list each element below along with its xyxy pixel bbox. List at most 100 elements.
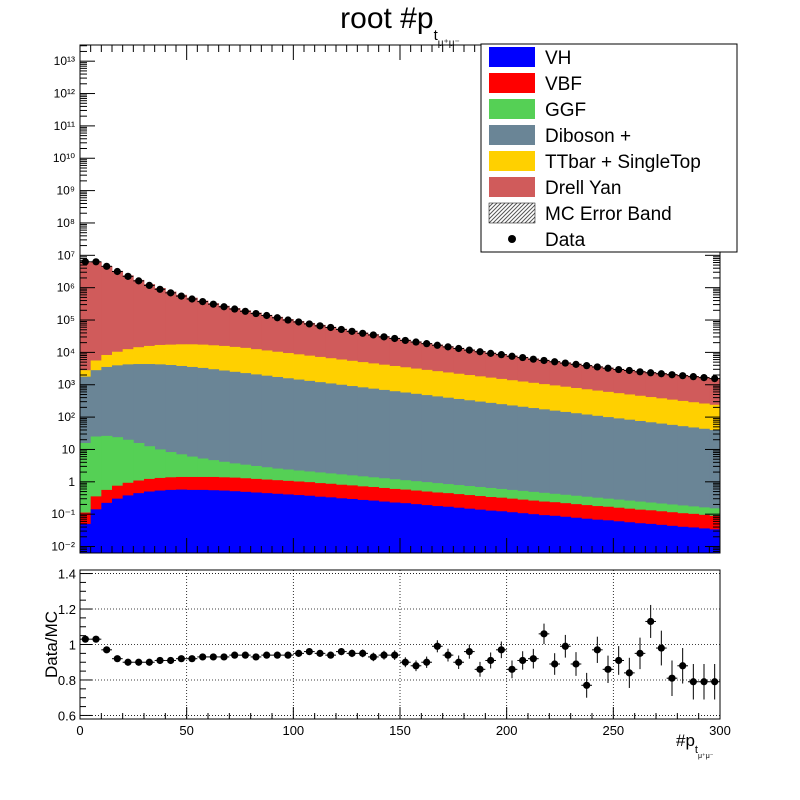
ratio-point xyxy=(316,649,324,657)
ratio-point xyxy=(241,651,249,659)
legend-swatch-vbf xyxy=(489,73,535,93)
data-point xyxy=(337,325,345,334)
data-point xyxy=(231,305,239,313)
bar-diboson xyxy=(560,411,572,553)
bar-diboson xyxy=(538,409,550,553)
bar-diboson xyxy=(272,376,284,553)
bar-vh xyxy=(570,517,582,553)
bar-vh xyxy=(634,523,646,553)
bar-vh xyxy=(186,489,198,553)
data-point xyxy=(305,320,313,328)
bar-vh xyxy=(144,491,156,553)
legend-label-mcerr: MC Error Band xyxy=(545,204,672,225)
stack-layers xyxy=(80,261,720,553)
data-point xyxy=(209,300,217,308)
y-tick-label: 10⁻² xyxy=(51,540,75,554)
bar-vh xyxy=(293,495,305,553)
bar-vh xyxy=(613,521,625,553)
ratio-point xyxy=(657,644,665,652)
data-point xyxy=(188,295,196,303)
bar-vh xyxy=(549,515,561,553)
data-point xyxy=(241,307,249,315)
data-point xyxy=(391,334,399,343)
ratio-point xyxy=(455,658,463,666)
data-point xyxy=(465,346,473,354)
ratio-point xyxy=(220,653,228,661)
ratio-y-tick-label: 1.4 xyxy=(58,567,76,582)
ratio-x-tick-label: 200 xyxy=(496,723,518,738)
legend-label-ttbar: TTbar + SingleTop xyxy=(545,152,701,173)
bar-vh xyxy=(304,495,316,553)
ratio-point xyxy=(199,653,207,661)
ratio-point xyxy=(337,647,345,656)
data-point xyxy=(455,344,463,353)
data-point xyxy=(359,329,367,337)
ratio-point xyxy=(615,656,623,665)
ratio-point xyxy=(305,647,313,656)
data-point xyxy=(551,358,559,366)
data-point xyxy=(572,360,580,368)
ratio-point xyxy=(252,653,260,661)
bar-diboson xyxy=(240,373,252,553)
bar-diboson xyxy=(624,419,636,553)
ratio-point xyxy=(295,649,303,657)
y-tick-label: 10 xyxy=(62,442,76,456)
ratio-point xyxy=(273,651,281,659)
ratio-point xyxy=(348,649,356,657)
ratio-point xyxy=(284,651,292,659)
ratio-point xyxy=(124,658,132,666)
bar-diboson xyxy=(314,382,326,553)
bar-diboson xyxy=(453,398,465,553)
ratio-y-tick-label: 1.2 xyxy=(58,602,76,617)
y-tick-label: 10¹⁰ xyxy=(53,151,75,165)
bar-diboson xyxy=(261,375,273,553)
data-points xyxy=(80,258,720,383)
data-point xyxy=(412,338,420,346)
data-point xyxy=(295,318,303,326)
ratio-point xyxy=(625,669,633,677)
bar-vh xyxy=(314,496,326,553)
y-tick-label: 10⁵ xyxy=(57,313,75,327)
bar-vh xyxy=(624,522,636,553)
bar-diboson xyxy=(528,408,540,553)
bar-vh xyxy=(197,489,209,553)
data-point xyxy=(657,370,665,378)
data-point xyxy=(636,368,644,376)
ratio-point xyxy=(433,642,441,650)
bar-vh xyxy=(666,525,678,553)
ratio-point xyxy=(444,651,452,659)
bar-diboson xyxy=(592,415,604,553)
bar-vh xyxy=(165,489,177,553)
ratio-plot: 0 50 100 150 200 250 300 0.6 0.8 1 1.2 1.4 Data/MC #p… xyxy=(42,567,731,760)
data-point xyxy=(252,309,260,318)
data-point xyxy=(103,262,111,270)
bar-vh xyxy=(560,516,572,553)
chart-title: root #ptμ⁺μ⁻ xyxy=(0,2,800,49)
bar-diboson xyxy=(666,424,678,553)
bar-diboson xyxy=(410,393,422,553)
bar-vh xyxy=(602,520,614,553)
legend-swatch-ggf xyxy=(489,99,535,119)
x-axis-label: #ptμ⁺μ⁻ xyxy=(676,731,714,760)
ratio-x-tick-label: 50 xyxy=(179,723,193,738)
data-point xyxy=(113,267,121,276)
ratio-point xyxy=(391,651,399,659)
y-tick-label: 10⁴ xyxy=(56,345,75,359)
bar-vh xyxy=(581,518,593,553)
ratio-x-tick-label: 150 xyxy=(389,723,411,738)
bar-vh xyxy=(101,502,113,553)
ratio-point xyxy=(711,678,719,686)
ratio-point xyxy=(679,662,687,670)
ratio-point xyxy=(113,655,121,663)
chart-title-subsubscript: μ⁺μ⁻ xyxy=(437,38,460,49)
data-point xyxy=(135,277,143,285)
ratio-point xyxy=(380,651,388,659)
bar-diboson xyxy=(229,371,241,553)
bar-vh xyxy=(336,498,348,553)
data-point xyxy=(700,374,708,382)
y-tick-label: 10¹² xyxy=(54,87,75,101)
bar-diboson xyxy=(634,420,646,553)
bar-vh xyxy=(346,498,358,553)
legend-swatch-dy xyxy=(489,177,535,197)
